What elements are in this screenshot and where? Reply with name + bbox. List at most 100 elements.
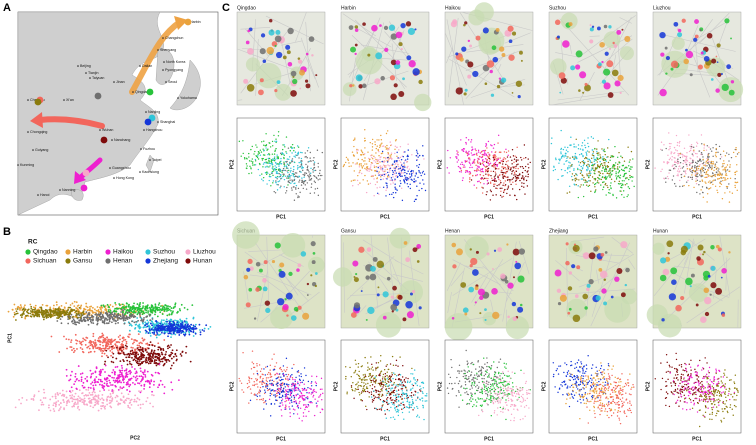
point <box>99 313 102 316</box>
point <box>97 316 100 319</box>
point <box>84 308 87 311</box>
point <box>156 315 159 318</box>
point <box>578 164 581 166</box>
point <box>401 167 404 169</box>
point <box>310 177 313 180</box>
point <box>149 332 152 335</box>
point <box>504 180 507 182</box>
point <box>24 317 27 320</box>
point <box>90 375 93 378</box>
point <box>381 166 384 168</box>
point <box>586 169 588 172</box>
point <box>487 177 489 180</box>
point <box>49 409 52 412</box>
point <box>120 311 122 313</box>
point <box>92 384 95 387</box>
point <box>381 160 383 163</box>
point <box>145 400 148 403</box>
point <box>144 380 147 383</box>
point <box>175 355 178 358</box>
point <box>606 165 609 167</box>
point <box>168 346 171 349</box>
point <box>74 398 77 401</box>
point <box>109 342 112 344</box>
site <box>579 71 587 79</box>
legend-swatch <box>65 258 71 264</box>
point <box>582 167 584 169</box>
point <box>585 184 588 186</box>
point <box>268 179 270 182</box>
point <box>380 156 382 158</box>
point <box>501 187 503 189</box>
point <box>518 188 521 191</box>
site <box>290 90 297 97</box>
point <box>447 149 449 152</box>
point <box>111 356 114 359</box>
point <box>365 163 368 165</box>
point <box>254 150 256 153</box>
site <box>246 84 255 92</box>
point <box>30 307 33 310</box>
point <box>505 160 508 163</box>
point <box>150 380 153 383</box>
site <box>570 65 576 71</box>
point <box>87 386 90 389</box>
point <box>271 167 273 169</box>
point <box>606 176 608 178</box>
point <box>92 372 94 375</box>
region-dot <box>144 118 152 126</box>
point <box>276 178 278 180</box>
point <box>297 187 300 190</box>
point <box>63 307 66 309</box>
site <box>482 27 489 34</box>
point <box>82 381 85 384</box>
point <box>406 177 408 179</box>
point <box>572 156 574 159</box>
point <box>473 158 476 161</box>
point <box>627 194 629 196</box>
point <box>388 171 391 173</box>
point <box>593 160 595 162</box>
point <box>281 169 284 172</box>
point <box>48 404 50 407</box>
point <box>262 176 265 179</box>
point <box>292 186 295 188</box>
point <box>78 314 81 317</box>
point <box>596 150 598 153</box>
point <box>111 384 114 386</box>
point <box>486 170 489 173</box>
point <box>388 193 391 196</box>
site <box>406 55 412 61</box>
point <box>290 187 293 189</box>
point <box>506 179 509 181</box>
point <box>397 163 399 166</box>
point <box>586 181 588 184</box>
point <box>628 170 630 172</box>
point <box>124 311 127 314</box>
site <box>398 91 405 98</box>
point <box>89 342 92 345</box>
point <box>369 182 372 185</box>
city-dot <box>177 97 179 99</box>
point <box>130 310 133 313</box>
point <box>184 333 187 336</box>
point <box>125 381 128 384</box>
point <box>180 303 183 306</box>
point <box>587 163 589 165</box>
map-label: Guiyang <box>35 148 48 152</box>
point <box>386 168 389 171</box>
point <box>511 149 514 151</box>
site <box>400 22 406 29</box>
point <box>411 179 413 181</box>
point <box>114 307 117 310</box>
city-dot <box>139 171 141 173</box>
point <box>38 309 41 312</box>
point <box>139 316 142 318</box>
point <box>73 405 75 408</box>
point <box>382 164 385 166</box>
point <box>400 171 403 174</box>
point <box>170 344 172 346</box>
site <box>375 52 383 60</box>
point <box>480 168 482 170</box>
map-label: Pyongyang <box>165 68 183 72</box>
